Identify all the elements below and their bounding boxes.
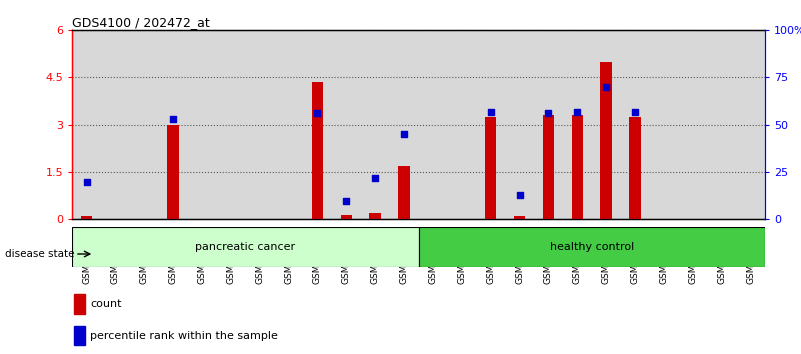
Point: [629, 109, 642, 114]
Bar: [369, 213, 381, 219]
Bar: [312, 82, 324, 219]
Bar: [485, 117, 497, 219]
Point: [167, 116, 179, 122]
Point: [600, 84, 613, 90]
Bar: [630, 117, 641, 219]
Text: GDS4100 / 202472_at: GDS4100 / 202472_at: [72, 16, 210, 29]
Bar: [167, 125, 179, 219]
Text: healthy control: healthy control: [549, 242, 634, 252]
Bar: [542, 115, 554, 219]
Point: [80, 179, 93, 184]
Point: [542, 110, 555, 116]
Point: [397, 131, 410, 137]
Bar: [398, 166, 410, 219]
Bar: [81, 216, 92, 219]
Text: pancreatic cancer: pancreatic cancer: [195, 242, 296, 252]
Text: count: count: [91, 299, 122, 309]
Point: [571, 109, 584, 114]
Bar: [418, 227, 765, 267]
Point: [485, 109, 497, 114]
Bar: [74, 326, 85, 346]
Text: disease state: disease state: [5, 249, 74, 259]
Point: [513, 192, 526, 198]
Bar: [340, 215, 352, 219]
Point: [340, 198, 352, 203]
Bar: [513, 216, 525, 219]
Point: [368, 175, 381, 181]
Text: percentile rank within the sample: percentile rank within the sample: [91, 331, 278, 341]
Bar: [74, 295, 85, 314]
Bar: [72, 227, 418, 267]
Point: [311, 110, 324, 116]
Bar: [572, 115, 583, 219]
Bar: [601, 62, 612, 219]
